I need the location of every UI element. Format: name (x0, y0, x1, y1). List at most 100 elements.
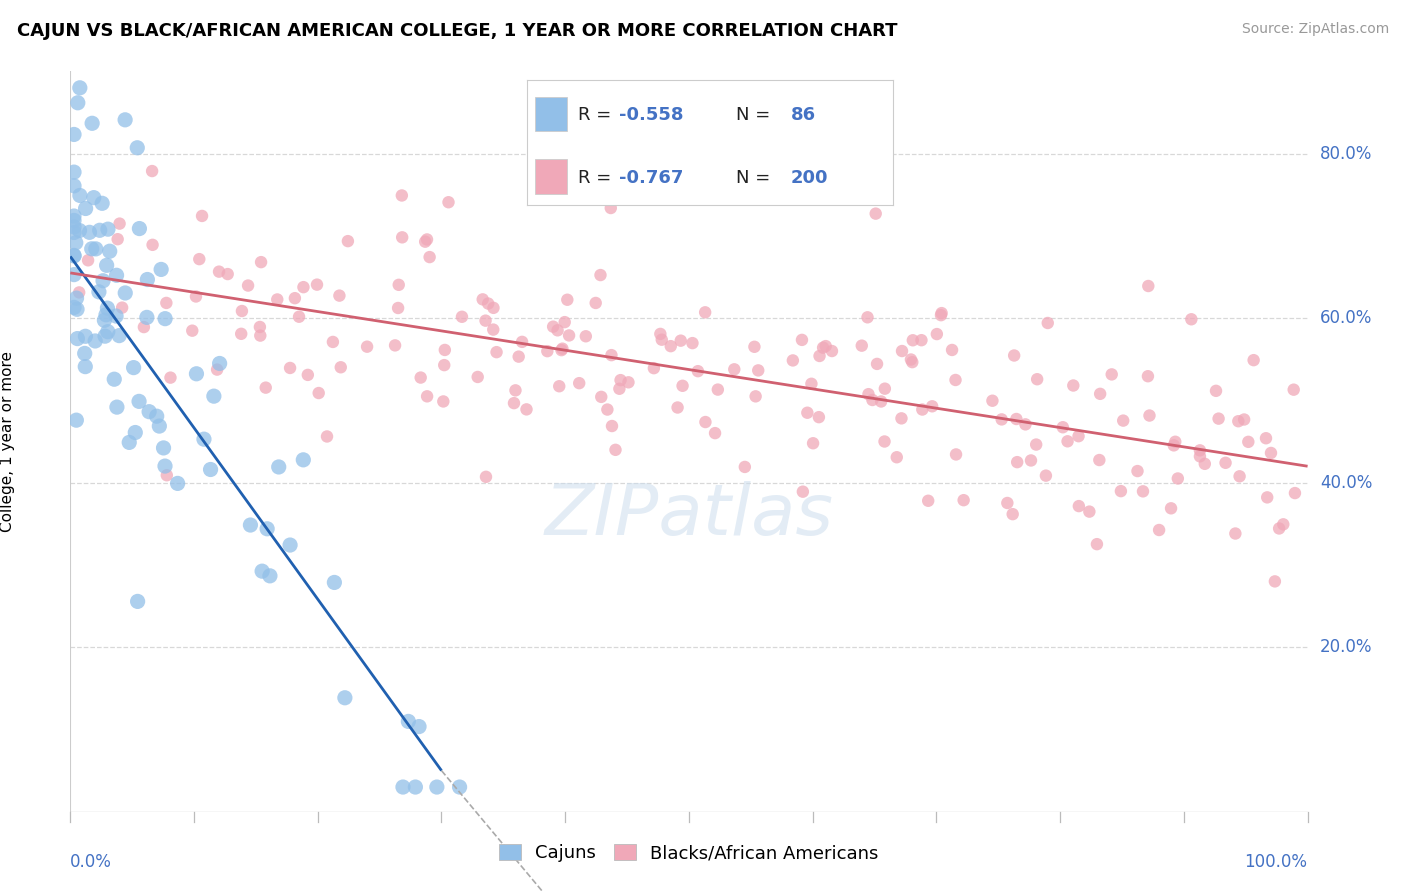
Point (391, 230, 413, 244)
Point (1188, 443, 1211, 458)
Point (83, 191, 105, 205)
Point (475, 470, 498, 484)
Point (73, 346, 96, 360)
Point (391, 188, 413, 202)
Point (921, 399, 943, 413)
Point (541, 319, 564, 334)
Point (181, 324, 204, 338)
Point (150, 262, 173, 277)
Point (323, 575, 346, 590)
Point (292, 280, 315, 294)
Point (1005, 455, 1028, 469)
Point (925, 327, 948, 342)
Point (250, 255, 273, 269)
Point (467, 370, 489, 384)
Point (1067, 499, 1090, 513)
Point (890, 411, 912, 425)
Point (231, 326, 253, 341)
Point (145, 409, 167, 424)
Point (124, 425, 146, 440)
Point (1078, 505, 1101, 519)
Point (231, 304, 253, 318)
Point (609, 382, 631, 396)
Point (267, 459, 290, 474)
Point (84, 242, 107, 256)
Point (1126, 464, 1149, 478)
Point (900, 352, 922, 367)
Point (1194, 457, 1216, 471)
Point (103, 372, 125, 386)
Point (617, 376, 640, 390)
Point (152, 441, 174, 455)
Point (208, 265, 231, 279)
Point (305, 277, 328, 292)
Point (63, 178, 86, 193)
Point (482, 322, 505, 336)
Point (409, 370, 432, 384)
Point (419, 250, 441, 264)
Point (148, 419, 170, 434)
Point (1112, 414, 1135, 428)
Point (1225, 526, 1247, 541)
Point (682, 336, 704, 351)
Point (97, 325, 120, 339)
Point (217, 267, 239, 281)
Point (482, 301, 505, 315)
Point (356, 340, 378, 354)
Point (952, 493, 974, 508)
Point (259, 569, 281, 583)
Point (981, 393, 1004, 408)
Point (792, 484, 814, 499)
Point (782, 353, 804, 368)
Point (686, 364, 709, 378)
Point (451, 310, 474, 324)
Point (1264, 574, 1286, 589)
Point (1167, 471, 1189, 485)
Point (122, 360, 145, 375)
Point (205, 362, 228, 376)
Point (873, 434, 896, 449)
Point (63, 226, 86, 240)
Point (69, 188, 91, 202)
Point (65, 235, 87, 250)
Point (723, 362, 745, 376)
Point (138, 405, 160, 419)
Point (575, 329, 598, 343)
Point (1101, 368, 1123, 382)
Point (1282, 383, 1305, 397)
Point (477, 296, 499, 310)
Text: R =: R = (578, 106, 617, 124)
Point (671, 379, 693, 393)
Point (63, 301, 86, 315)
Point (188, 252, 211, 266)
Point (388, 277, 411, 292)
Point (800, 376, 823, 391)
Point (77, 253, 100, 268)
Point (1208, 411, 1230, 425)
Point (63, 213, 86, 227)
Point (901, 355, 924, 369)
Point (929, 308, 952, 322)
Point (1188, 450, 1211, 464)
Point (80, 242, 103, 256)
Point (651, 333, 673, 347)
Point (596, 402, 619, 417)
Point (249, 328, 271, 343)
Point (643, 361, 665, 376)
Point (118, 435, 141, 450)
Point (1088, 387, 1111, 401)
Point (94, 329, 117, 343)
Point (63, 219, 86, 234)
Point (1229, 469, 1251, 483)
Point (886, 450, 908, 465)
Point (329, 360, 352, 375)
Point (1019, 453, 1042, 467)
Point (1205, 384, 1227, 398)
Point (865, 206, 887, 220)
Point (474, 313, 496, 327)
Point (153, 311, 176, 326)
Point (336, 234, 359, 248)
Point (821, 344, 844, 359)
Point (1260, 446, 1282, 460)
Point (695, 415, 717, 429)
